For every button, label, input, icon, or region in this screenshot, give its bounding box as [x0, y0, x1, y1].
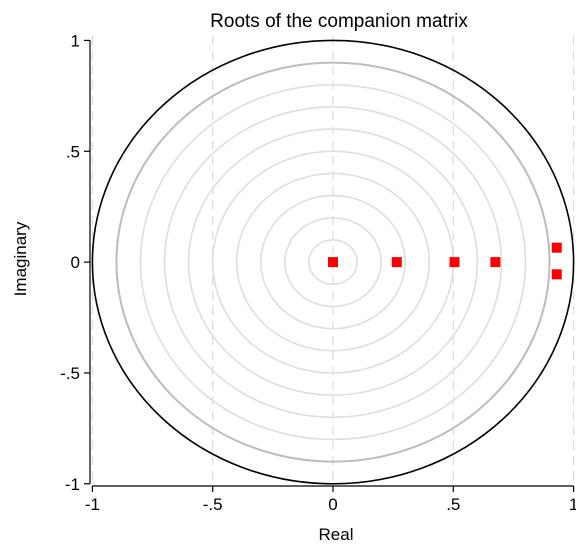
x-tick-label-0: -1	[85, 495, 100, 514]
reference-circle-5	[187, 128, 479, 396]
x-tick-label-3: .5	[446, 495, 460, 514]
reference-circle-7	[139, 83, 527, 441]
y-tick-label-1: -.5	[60, 364, 80, 383]
x-tick-label-2: 0	[328, 495, 337, 514]
y-axis-label: Imaginary	[11, 221, 30, 296]
reference-circle-6	[163, 106, 503, 419]
y-tick-label-2: 0	[71, 253, 80, 272]
x-tick-label-4: 1	[569, 495, 576, 514]
chart-title: Roots of the companion matrix	[210, 11, 468, 32]
y-tick-label-0: -1	[65, 475, 80, 494]
x-tick-label-1: -.5	[203, 495, 223, 514]
axes: -1 -.5 0 .5 1 -1 -.5 0 .5 1	[60, 31, 576, 514]
reference-circle-1	[284, 216, 382, 308]
reference-circle-0	[308, 239, 358, 286]
reference-circles	[91, 39, 575, 485]
root-point-0	[328, 257, 338, 268]
y-tick-label-4: 1	[71, 31, 80, 50]
root-point-5	[551, 269, 562, 280]
unit-circle	[91, 39, 575, 485]
reference-circle-8	[115, 61, 551, 463]
root-point-4	[551, 242, 562, 253]
y-tick-label-3: .5	[66, 142, 80, 161]
root-points	[328, 242, 562, 280]
x-axis-label: Real	[319, 525, 354, 544]
root-point-2	[449, 257, 460, 268]
reference-circle-2	[260, 194, 406, 330]
reference-circle-3	[235, 172, 431, 352]
root-point-1	[391, 257, 402, 268]
root-point-3	[490, 257, 501, 268]
